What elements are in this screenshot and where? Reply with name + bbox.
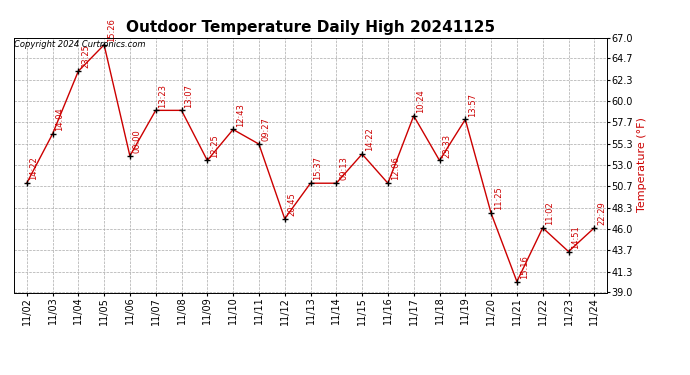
Text: 20:45: 20:45 bbox=[288, 192, 297, 216]
Text: 13:57: 13:57 bbox=[468, 93, 477, 117]
Text: 23:25: 23:25 bbox=[81, 45, 90, 68]
Text: 12:25: 12:25 bbox=[210, 134, 219, 158]
Text: 12:43: 12:43 bbox=[236, 103, 245, 127]
Text: 14:22: 14:22 bbox=[30, 157, 39, 180]
Text: 09:13: 09:13 bbox=[339, 156, 348, 180]
Text: 23:33: 23:33 bbox=[442, 134, 451, 158]
Text: 00:00: 00:00 bbox=[132, 129, 141, 153]
Text: 13:07: 13:07 bbox=[184, 84, 193, 108]
Text: 15:37: 15:37 bbox=[313, 156, 322, 180]
Text: 15:16: 15:16 bbox=[520, 255, 529, 279]
Y-axis label: Temperature (°F): Temperature (°F) bbox=[638, 118, 647, 212]
Text: 11:25: 11:25 bbox=[494, 187, 503, 210]
Text: 14:04: 14:04 bbox=[55, 108, 64, 131]
Text: 14:51: 14:51 bbox=[571, 225, 580, 249]
Text: 13:23: 13:23 bbox=[159, 84, 168, 108]
Text: 22:29: 22:29 bbox=[597, 201, 606, 225]
Text: 11:02: 11:02 bbox=[546, 201, 555, 225]
Text: 12:06: 12:06 bbox=[391, 156, 400, 180]
Text: 10:24: 10:24 bbox=[417, 89, 426, 113]
Text: Copyright 2024 Curtronics.com: Copyright 2024 Curtronics.com bbox=[14, 40, 146, 49]
Text: 14:22: 14:22 bbox=[365, 128, 374, 151]
Text: 15:26: 15:26 bbox=[107, 18, 116, 42]
Text: 09:27: 09:27 bbox=[262, 117, 270, 141]
Title: Outdoor Temperature Daily High 20241125: Outdoor Temperature Daily High 20241125 bbox=[126, 20, 495, 35]
